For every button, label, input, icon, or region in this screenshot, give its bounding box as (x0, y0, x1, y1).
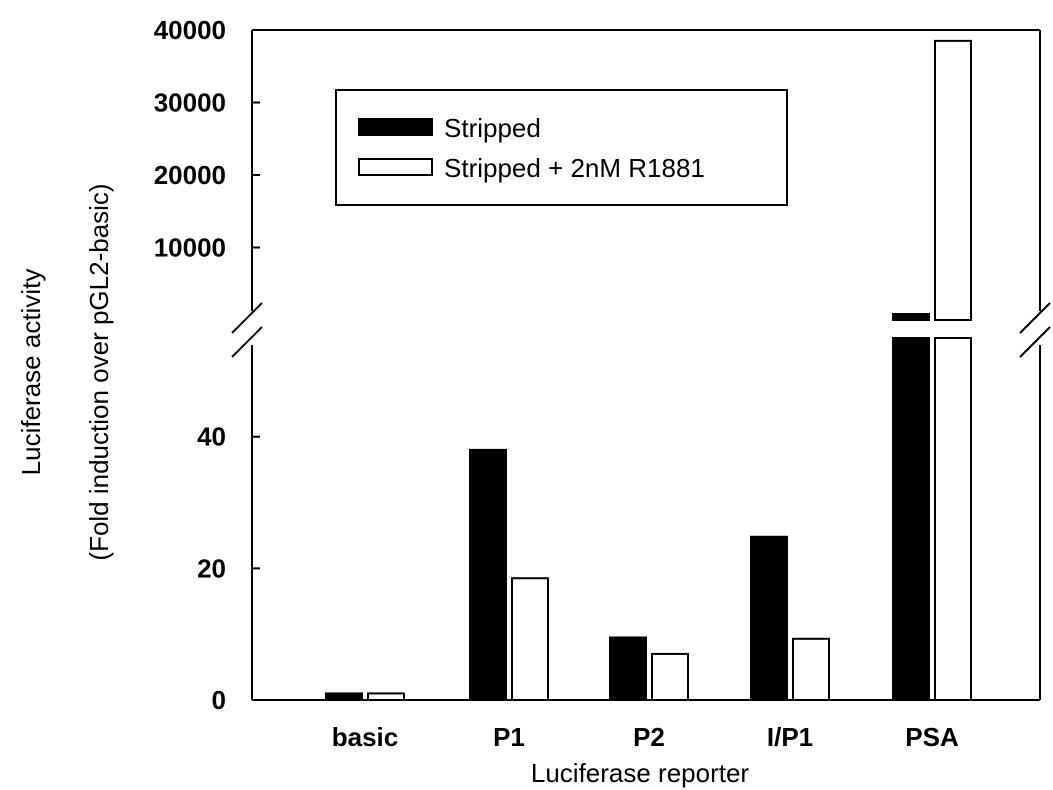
x-tick-label: PSA (905, 722, 959, 752)
bar-r1881-psa-break-gap (933, 322, 973, 336)
break-mark-left-bottom (231, 326, 263, 358)
bar-r1881-psa-lower (934, 337, 972, 701)
bar-stripped-p2 (609, 636, 647, 701)
bars-group (325, 39, 973, 702)
break-mark-right-bottom (1019, 326, 1051, 358)
y-tick-label: 20 (197, 553, 226, 583)
bar-stripped-ip1 (750, 535, 788, 702)
bar-stripped-psa-break-gap (891, 322, 931, 336)
bar-stripped-p1 (469, 448, 507, 701)
y-axis-title-line2: (Fold induction over pGL2-basic) (84, 183, 114, 560)
bar-r1881-basic (367, 692, 405, 701)
x-axis-title: Luciferase reporter (531, 758, 750, 788)
y-tick-label: 0 (212, 685, 226, 715)
x-tick-label: basic (332, 722, 399, 752)
break-mark-left-top (231, 302, 263, 334)
bar-r1881-p1 (511, 577, 549, 702)
legend-box (335, 89, 788, 206)
bar-r1881-p2 (651, 652, 689, 701)
y-tick-label: 40000 (154, 15, 226, 45)
legend-swatch-stripped (358, 118, 433, 136)
y-tick-label: 20000 (154, 160, 226, 190)
legend-label-stripped: Stripped (444, 113, 541, 143)
y-tick-label: 30000 (154, 88, 226, 118)
x-tick-label: P2 (633, 722, 665, 752)
bar-stripped-psa-upper (892, 313, 930, 321)
bar-stripped-psa-lower (892, 337, 930, 701)
legend-label-r1881: Stripped + 2nM R1881 (444, 153, 705, 183)
x-tick-label: P1 (493, 722, 525, 752)
axis-break-marks (231, 302, 1051, 358)
y-tick-label: 10000 (154, 233, 226, 263)
legend: Stripped Stripped + 2nM R1881 (335, 89, 788, 206)
break-mark-right-top (1019, 302, 1051, 334)
y-tick-label: 40 (197, 422, 226, 452)
tick-group: 0 20 40 10000 20000 30000 40000 basic P1 P2 I/P1 PS… (154, 15, 959, 752)
x-tick-label: I/P1 (767, 722, 813, 752)
bar-stripped-basic (325, 692, 363, 701)
bar-r1881-ip1 (792, 637, 830, 701)
bar-r1881-psa-upper (934, 39, 972, 321)
y-axis-title-line1: Luciferase activity (16, 269, 46, 476)
legend-swatch-r1881 (358, 158, 433, 176)
